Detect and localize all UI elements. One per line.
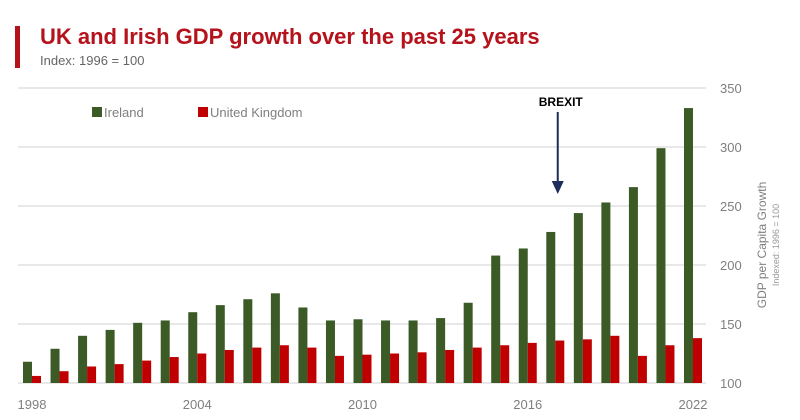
chart-subtitle: Index: 1996 = 100	[40, 53, 145, 68]
bar-ireland-2015	[491, 255, 501, 383]
bar-united-kingdom-2001	[114, 364, 124, 383]
bar-united-kingdom-1999	[59, 371, 69, 383]
bar-ireland-2022	[684, 108, 693, 383]
legend: Ireland United Kingdom	[92, 105, 303, 120]
bar-ireland-2005	[215, 305, 225, 383]
y-tick-label: 100	[720, 376, 742, 391]
bar-ireland-2012	[408, 320, 418, 383]
bar-ireland-2019	[601, 202, 611, 383]
bar-united-kingdom-2016	[527, 342, 537, 383]
bar-ireland-2001	[105, 329, 115, 383]
x-tick-label: 2016	[513, 397, 542, 412]
y-axis-title: GDP per Capita Growth Indexed: 1996 = 10…	[755, 182, 781, 309]
bar-ireland-2017	[546, 231, 556, 383]
bars	[23, 108, 702, 383]
chart-title: UK and Irish GDP growth over the past 25…	[40, 24, 540, 49]
bar-united-kingdom-2012	[417, 352, 427, 383]
bar-united-kingdom-1998	[32, 375, 41, 383]
bar-ireland-2010	[353, 319, 363, 383]
x-tick-label: 2004	[183, 397, 212, 412]
legend-label-ireland: Ireland	[104, 105, 144, 120]
bar-united-kingdom-2003	[169, 357, 179, 383]
bar-ireland-2008	[298, 307, 308, 383]
bar-united-kingdom-2011	[390, 353, 400, 383]
bar-ireland-2011	[381, 320, 391, 383]
brexit-label: BREXIT	[539, 95, 584, 109]
bar-united-kingdom-2014	[472, 347, 482, 383]
bar-united-kingdom-2007	[279, 345, 289, 383]
bar-ireland-2002	[133, 322, 143, 383]
bar-united-kingdom-2021	[665, 345, 675, 383]
bar-united-kingdom-2022	[693, 338, 702, 383]
bar-united-kingdom-2009	[334, 355, 344, 383]
bar-united-kingdom-2019	[610, 335, 620, 383]
y-axis-label: GDP per Capita Growth	[755, 182, 769, 309]
y-tick-label: 200	[720, 258, 742, 273]
title-accent-bar	[15, 26, 20, 68]
brexit-arrow-head	[551, 181, 564, 194]
y-axis-sublabel: Indexed: 1996 = 100	[771, 204, 781, 286]
bar-ireland-2009	[325, 320, 335, 383]
bar-ireland-2006	[243, 299, 253, 383]
bar-ireland-1998	[23, 361, 32, 383]
brexit-annotation: BREXIT	[539, 95, 584, 194]
bar-ireland-2013	[436, 318, 446, 383]
legend-swatch-ireland	[92, 107, 102, 117]
x-tick-label: 1998	[18, 397, 47, 412]
bar-united-kingdom-2006	[252, 347, 262, 383]
bar-united-kingdom-2017	[555, 340, 565, 383]
y-axis-ticks: 100 150 200 250 300 350	[720, 81, 742, 391]
bar-united-kingdom-2004	[197, 353, 207, 383]
y-tick-label: 250	[720, 199, 742, 214]
y-tick-label: 150	[720, 317, 742, 332]
bar-ireland-1999	[50, 348, 60, 383]
legend-swatch-united-kingdom	[198, 107, 208, 117]
bar-ireland-2004	[188, 312, 198, 383]
bar-united-kingdom-2000	[87, 366, 97, 383]
x-tick-label: 2010	[348, 397, 377, 412]
bar-united-kingdom-2010	[362, 354, 372, 383]
bar-united-kingdom-2008	[307, 347, 317, 383]
legend-label-united-kingdom: United Kingdom	[210, 105, 303, 120]
bar-united-kingdom-2015	[500, 345, 510, 383]
bar-united-kingdom-2005	[224, 349, 234, 383]
bar-ireland-2007	[270, 293, 280, 383]
bar-ireland-2014	[463, 302, 473, 383]
bar-united-kingdom-2020	[637, 355, 647, 383]
bar-ireland-2016	[518, 248, 528, 383]
bar-ireland-2000	[78, 335, 88, 383]
bar-united-kingdom-2013	[445, 349, 455, 383]
bar-united-kingdom-2018	[582, 339, 592, 383]
bar-ireland-2003	[160, 320, 170, 383]
y-tick-label: 300	[720, 140, 742, 155]
bar-united-kingdom-2002	[142, 360, 152, 383]
bar-ireland-2021	[656, 148, 666, 383]
y-tick-label: 350	[720, 81, 742, 96]
x-tick-label: 2022	[679, 397, 708, 412]
bar-ireland-2020	[628, 187, 638, 383]
bar-ireland-2018	[573, 213, 583, 383]
x-axis-ticks: 1998 2004 2010 2016 2022	[18, 397, 708, 412]
